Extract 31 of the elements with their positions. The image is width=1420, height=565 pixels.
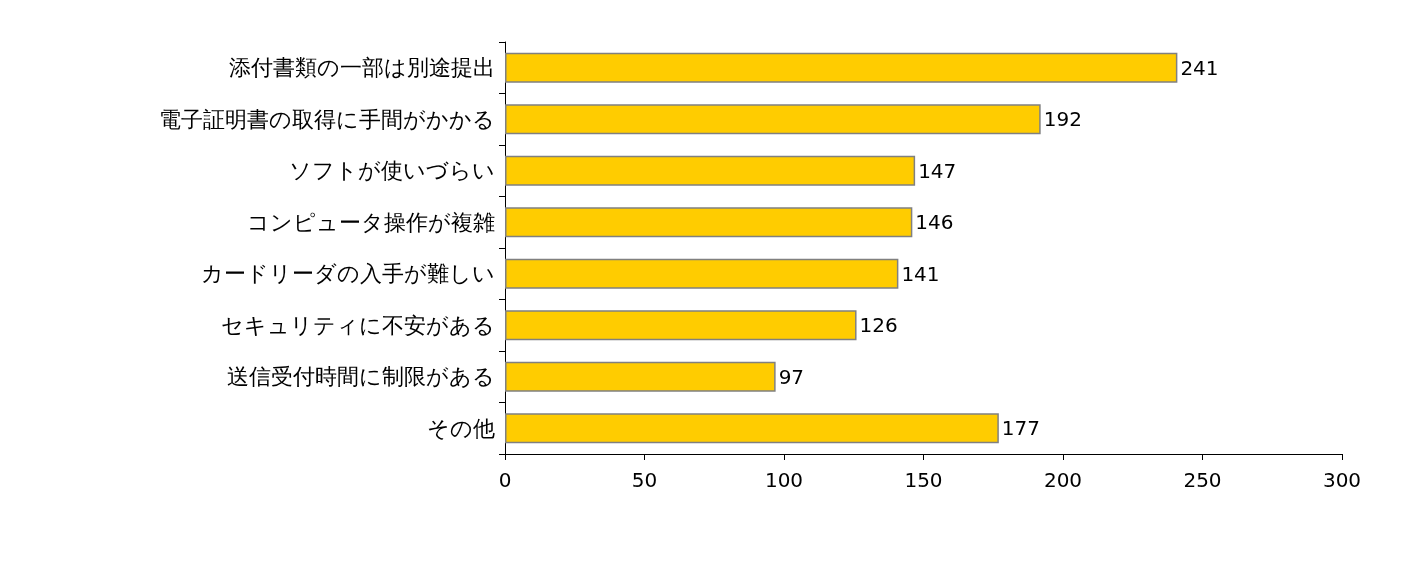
x-tick-label: 200 xyxy=(1043,468,1083,492)
y-tick-label: カードリーダの入手が難しい xyxy=(201,261,495,287)
data-label: 146 xyxy=(915,210,954,235)
bar xyxy=(505,413,999,444)
bar xyxy=(505,258,899,289)
x-tick-label: 0 xyxy=(498,468,512,492)
data-label: 177 xyxy=(1001,416,1041,441)
x-tick-label: 300 xyxy=(1322,468,1362,492)
data-label: 126 xyxy=(859,313,898,338)
y-tick-label: 添付書類の一部は別途提出 xyxy=(229,55,495,81)
bar xyxy=(505,104,1041,135)
x-tick-label: 100 xyxy=(764,468,804,492)
bar xyxy=(505,361,776,392)
y-tick-label: ソフトが使いづらい xyxy=(289,158,495,184)
bar xyxy=(505,310,857,341)
data-label: 192 xyxy=(1043,107,1082,132)
bar xyxy=(505,207,913,238)
y-tick-label: 電子証明書の取得に手間がかかる xyxy=(159,106,495,132)
y-tick-label: コンピュータ操作が複雑 xyxy=(247,209,495,235)
data-label: 97 xyxy=(778,364,805,389)
y-tick-label: その他 xyxy=(427,415,495,441)
data-label: 241 xyxy=(1180,55,1219,80)
y-tick-label: セキュリティに不安がある xyxy=(221,312,495,338)
data-label: 141 xyxy=(901,261,940,286)
bar xyxy=(505,155,916,186)
x-tick-label: 150 xyxy=(904,468,943,492)
x-tick-label: 250 xyxy=(1183,468,1222,492)
x-tick-label: 50 xyxy=(631,468,658,492)
y-tick-label: 送信受付時間に制限がある xyxy=(227,364,495,390)
data-label: 147 xyxy=(918,158,957,183)
bar xyxy=(505,52,1178,83)
